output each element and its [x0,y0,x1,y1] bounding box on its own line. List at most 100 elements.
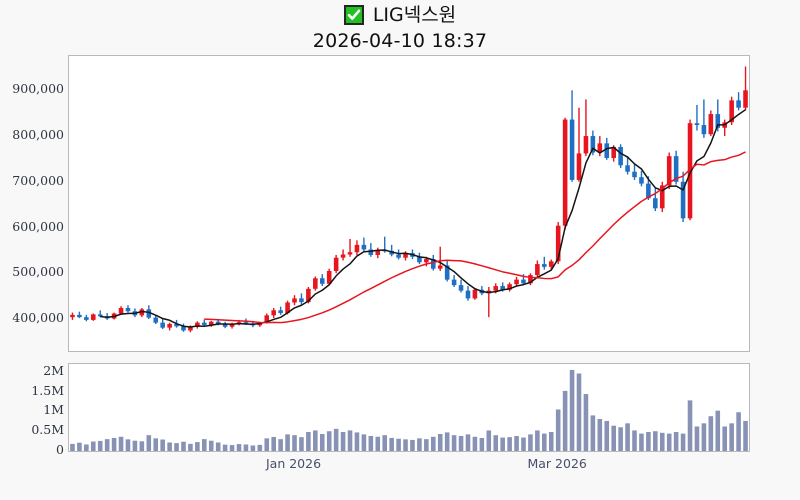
volume-tick-label: 1.5M [31,382,64,398]
candle-body [313,278,318,289]
candle-body [208,321,214,325]
chart-header: LIG넥스원 2026-04-10 18:37 [0,0,800,52]
candle-body [333,257,339,271]
volume-bar [597,418,603,451]
volume-bar [528,434,533,451]
candle-body [576,153,582,180]
candle-body [243,322,249,324]
candle-body [444,265,450,280]
volume-bar [604,420,610,451]
volume-bar [125,439,131,451]
volume-bar [181,441,186,451]
volume-bar [389,437,394,451]
volume-bar [479,437,485,451]
volume-bar [694,426,700,451]
volume-bar [653,431,658,451]
volume-bar [202,439,207,451]
volume-bar [458,435,464,451]
volume-bar [576,373,582,451]
candlestick-plot[interactable] [69,56,749,351]
volume-bar [451,435,457,451]
volume-bar [271,436,276,451]
volume-bar [430,436,436,451]
volume-bar [146,435,152,451]
volume-bar [306,432,311,451]
candle-body [153,317,159,323]
volume-bar [292,435,297,451]
candle-body [632,171,637,178]
candle-body [500,286,505,290]
volume-bar [167,442,172,451]
candle-body [368,249,374,255]
volume-bar [84,444,89,451]
volume-bar [222,444,228,451]
volume-bar [535,430,540,451]
volume-bar [313,430,318,451]
volume-bar [229,445,235,451]
candle-body [236,322,242,324]
candle-body [146,309,152,318]
volume-bar [118,436,124,451]
volume-plot[interactable] [69,364,749,451]
volume-bar [340,432,346,451]
candle-body [583,136,589,154]
volume-bar [243,444,249,451]
volume-bar [659,432,665,451]
volume-bar [250,445,256,451]
candle-body [403,253,408,258]
volume-bar [687,400,693,451]
page-title: LIG넥스원 [372,4,457,26]
price-tick-label: 600,000 [12,218,64,234]
candle-body [521,279,526,284]
volume-bar [514,435,519,451]
volume-bar [701,423,707,451]
volume-bar [507,437,512,451]
volume-bar [666,433,672,451]
candle-body [611,147,616,158]
volume-bar [437,433,443,451]
candle-body [424,259,429,263]
candle-body [125,308,131,312]
volume-bar [486,430,492,451]
candle-body [215,321,221,325]
candle-body [472,289,478,299]
volume-bar [500,437,505,451]
x-tick-label: Jan 2026 [265,456,322,471]
price-chart-panel[interactable] [68,55,750,352]
candle-body [618,147,623,166]
volume-bar [188,443,193,451]
candle-body [139,309,145,316]
volume-chart-panel[interactable] [68,363,750,452]
volume-bar [285,434,290,451]
price-tick-label: 400,000 [12,309,64,325]
candle-body [222,324,228,327]
volume-bar [590,415,596,451]
green-check-icon[interactable] [343,5,364,25]
price-tick-label: 700,000 [12,172,64,188]
price-axis-labels: 900,000 800,000 700,000 600,000 500,000 400,0… [0,0,64,500]
volume-bar [278,439,283,451]
candle-body [458,285,464,291]
candle-body [715,114,721,128]
volume-bar [326,431,332,451]
candle-body [562,119,568,226]
candle-body [451,279,457,286]
price-tick-label: 800,000 [12,127,64,143]
candle-body [493,286,499,291]
candle-body [465,290,471,299]
volume-bar [417,438,422,451]
candle-body [673,156,679,182]
candle-body [229,323,235,327]
volume-bar [715,410,721,451]
candle-body [396,254,401,258]
candle-body [535,264,540,276]
volume-bar [257,444,263,451]
volume-bar [97,440,103,451]
volume-bar [354,432,360,451]
candle-body [84,317,89,320]
candle-body [278,310,283,314]
candle-body [659,185,665,209]
candle-body [167,324,172,328]
volume-bar [736,412,741,451]
volume-bar [111,437,117,451]
